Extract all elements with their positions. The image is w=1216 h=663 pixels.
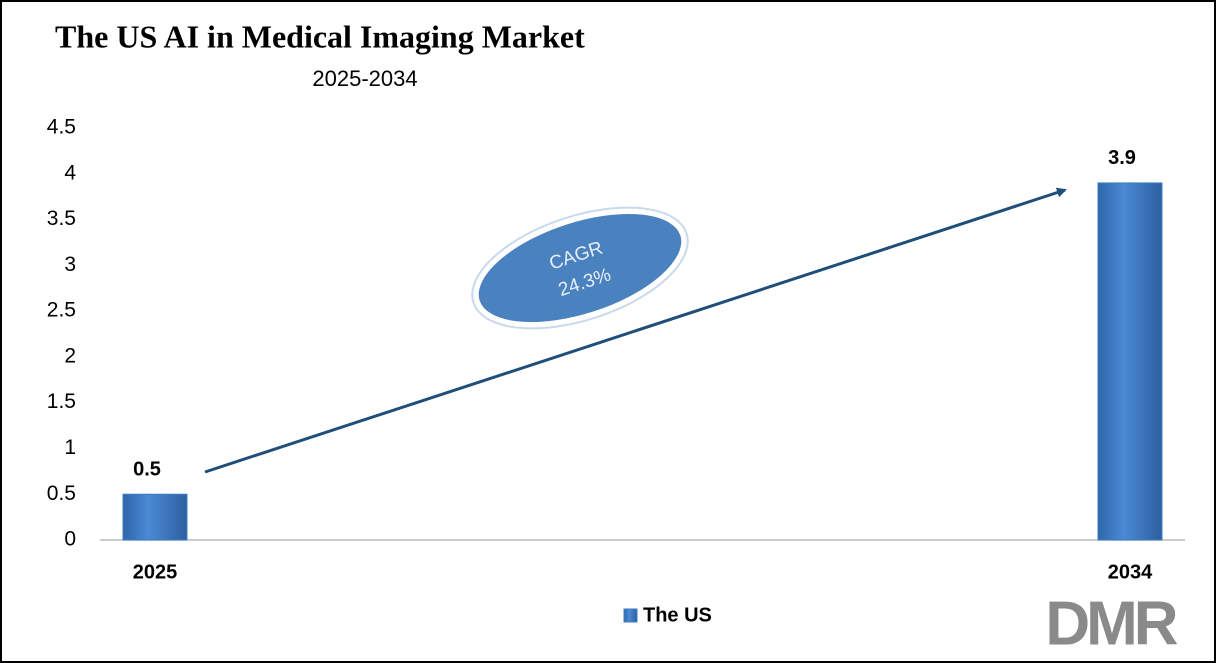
legend-swatch <box>623 608 638 623</box>
cagr-badge: CAGR 24.3% <box>471 206 689 330</box>
y-tick-label: 1.5 <box>47 390 76 413</box>
y-tick-label: 2.5 <box>47 299 76 322</box>
x-tick-label: 2034 <box>1108 561 1153 583</box>
y-tick-label: 4.5 <box>47 116 76 139</box>
y-tick-label: 3.5 <box>47 207 76 230</box>
y-tick-label: 0 <box>64 528 76 551</box>
trend-arrow <box>204 187 1067 474</box>
chart-title: The US AI in Medical Imaging Market <box>55 18 585 54</box>
logo: DMR <box>1045 589 1177 658</box>
bar <box>1097 182 1163 541</box>
y-tick-label: 2 <box>64 344 76 367</box>
chart-subtitle: 2025-2034 <box>312 66 417 91</box>
y-tick-label: 4 <box>64 161 76 184</box>
y-tick-label: 3 <box>64 253 76 276</box>
x-tick-label: 2025 <box>133 561 178 583</box>
bar <box>122 493 188 541</box>
y-tick-label: 0.5 <box>47 482 76 505</box>
value-label: 3.9 <box>1108 147 1136 169</box>
value-label: 0.5 <box>133 459 161 481</box>
legend-label: The US <box>643 604 712 626</box>
cagr-glow <box>471 206 689 330</box>
y-tick-label: 1 <box>64 436 76 459</box>
cagr-ellipse <box>473 208 687 328</box>
